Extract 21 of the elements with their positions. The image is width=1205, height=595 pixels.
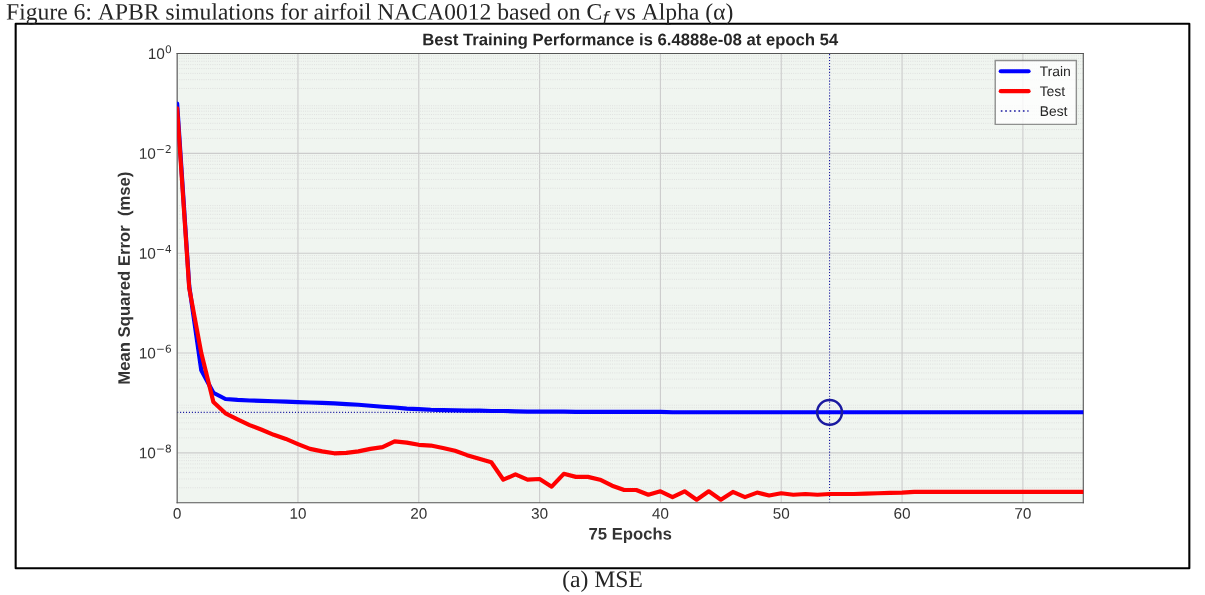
y-axis-title: Mean Squared Error (mse) <box>117 172 134 384</box>
x-tick-label: 70 <box>1015 508 1031 519</box>
legend-label: Train <box>1039 66 1070 77</box>
chart-title: Best Training Performance is 6.4888e-08 at epoch 54 <box>423 33 839 49</box>
x-tick-label: 30 <box>531 508 548 519</box>
x-tick-label: 40 <box>652 508 669 519</box>
x-tick-label: 60 <box>894 508 910 519</box>
x-tick-label: 0 <box>173 508 181 519</box>
legend-label: Best <box>1040 106 1068 117</box>
y-tick-label: 10$^{−4}$ <box>139 244 172 259</box>
x-axis-title: 75 Epochs <box>589 527 672 543</box>
caption: Figure 6: APBR simulations for airfoil NACA0012 based on C$_{f}$ vs Alpha (α) <box>6 2 733 25</box>
legend-label: Test <box>1039 86 1066 97</box>
x-tick-label: 50 <box>773 508 790 519</box>
x-tick-label: 20 <box>411 508 427 519</box>
y-tick-label: 10$^{−8}$ <box>139 444 171 459</box>
x-tick-label: 10 <box>290 508 306 519</box>
y-tick-label: 10$^{0}$ <box>148 45 172 60</box>
y-tick-label: 10$^{−6}$ <box>139 344 172 359</box>
y-tick-label: 10$^{−2}$ <box>139 145 171 159</box>
text: (a) MSE <box>563 570 642 593</box>
